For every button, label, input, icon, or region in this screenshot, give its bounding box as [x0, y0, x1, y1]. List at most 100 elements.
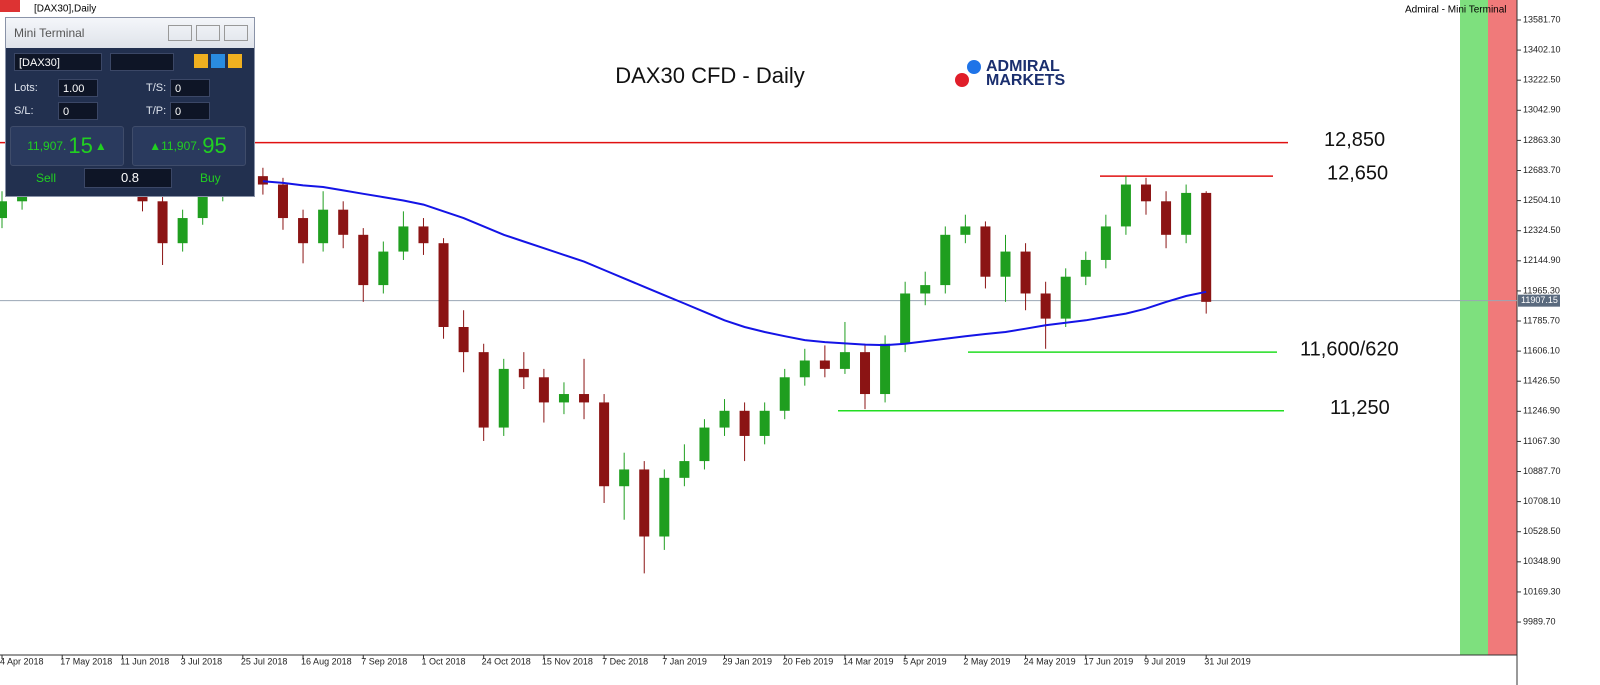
x-tick-label: 25 Jul 2018 [241, 656, 288, 666]
x-tick-label: 15 Nov 2018 [542, 656, 593, 666]
y-tick-label: 10708.10 [1523, 496, 1561, 506]
candle-body [277, 184, 288, 219]
tool-button[interactable] [194, 54, 208, 68]
candle-body [538, 377, 549, 403]
candle-body [739, 410, 750, 436]
close-button[interactable] [224, 25, 248, 41]
candle-body [699, 427, 710, 462]
up-arrow: ▲ [149, 139, 162, 153]
restore-button[interactable] [196, 25, 220, 41]
logo-text: MARKETS [986, 72, 1065, 89]
x-tick-label: 16 Aug 2018 [301, 656, 352, 666]
tp-input[interactable]: 0 [170, 102, 210, 120]
candle-body [378, 251, 389, 286]
x-tick-label: 17 Jun 2019 [1084, 656, 1134, 666]
level-label: 12,650 [1327, 162, 1388, 184]
x-tick-label: 3 Jul 2018 [181, 656, 223, 666]
candle-body [759, 410, 770, 436]
current-price-box [1518, 294, 1560, 307]
tp-label: T/P: [146, 105, 167, 117]
logo-dot-blue [967, 60, 981, 74]
y-tick-label: 13402.10 [1523, 44, 1561, 54]
terminal-titlebar: Mini Terminal [6, 18, 254, 48]
candle-body [197, 192, 208, 219]
mini-terminal: Mini Terminal [DAX30] Lots: 1.00 T/S: 0 … [5, 17, 255, 197]
candle-body [1181, 192, 1192, 235]
candle-body [839, 352, 850, 369]
x-tick-label: 31 Jul 2019 [1204, 656, 1251, 666]
y-tick-label: 13222.50 [1523, 75, 1561, 85]
x-tick-label: 5 Apr 2019 [903, 656, 947, 666]
ts-input[interactable]: 0 [170, 79, 210, 97]
y-tick-label: 13581.70 [1523, 14, 1561, 24]
terminal-title: Mini Terminal [14, 26, 85, 40]
lots-input[interactable]: 1.00 [58, 79, 98, 97]
chart-title: DAX30 CFD - Daily [615, 63, 804, 88]
candle-body [960, 226, 971, 235]
up-arrow: ▲ [94, 139, 107, 153]
y-tick-label: 11965.30 [1523, 285, 1560, 295]
tool-button[interactable] [211, 54, 225, 68]
buy-button[interactable]: Buy [200, 171, 221, 185]
window-buttons [168, 25, 254, 41]
minimize-button[interactable] [168, 25, 192, 41]
logo-text: ADMIRAL [986, 58, 1060, 75]
candle-body [920, 285, 931, 294]
symbol-input[interactable] [110, 53, 174, 71]
sell-button[interactable]: Sell [36, 171, 57, 185]
y-tick-label: 11246.90 [1523, 406, 1560, 416]
y-tick-label: 12144.90 [1523, 255, 1561, 265]
candle-body [1140, 184, 1151, 202]
candle-body [157, 201, 168, 244]
candle-body [880, 343, 891, 395]
x-tick-label: 11 Jun 2018 [120, 656, 169, 666]
x-tick-label: 2 May 2019 [963, 656, 1010, 666]
candle-body [639, 469, 650, 537]
candle-body [819, 360, 830, 369]
candle-body [177, 218, 188, 244]
x-tick-label: 1 Oct 2018 [421, 656, 465, 666]
y-tick-label: 11426.50 [1523, 376, 1560, 386]
candle-body [619, 469, 630, 487]
candle-body [298, 218, 309, 244]
logo-dot-red [955, 73, 969, 87]
candle-body [1120, 184, 1131, 227]
candle-body [1060, 276, 1071, 319]
x-tick-label: 4 Apr 2018 [0, 656, 44, 666]
candle-body [1020, 251, 1031, 294]
candle-body [940, 234, 951, 286]
y-tick-label: 11606.10 [1523, 345, 1560, 355]
symbol-select[interactable]: [DAX30] [14, 53, 102, 71]
candle-body [518, 368, 529, 378]
y-tick-label: 12683.70 [1523, 165, 1561, 175]
y-tick-label: 12504.10 [1523, 195, 1561, 205]
candle-body [1201, 192, 1212, 302]
candle-body [458, 326, 469, 353]
tool-button[interactable] [228, 54, 242, 68]
candle-body [1000, 251, 1011, 277]
corner-label: Admiral - Mini Terminal [1405, 5, 1507, 16]
buy-price[interactable]: ▲ 11,907. 95 [132, 126, 246, 166]
x-tick-label: 7 Dec 2018 [602, 656, 648, 666]
y-tick-label: 12324.50 [1523, 225, 1561, 235]
y-tick-label: 11785.70 [1523, 315, 1560, 325]
candle-body [318, 209, 329, 244]
green-panel [1460, 0, 1488, 655]
current-price-label: 11907.15 [1521, 295, 1558, 305]
candle-body [478, 352, 489, 428]
candle-body [0, 201, 7, 219]
candle-body [498, 368, 509, 428]
price-small: 11,907. [27, 139, 67, 153]
window-title: [DAX30],Daily [34, 4, 96, 15]
level-label: 12,850 [1324, 129, 1385, 151]
sl-input[interactable]: 0 [58, 102, 98, 120]
sell-price[interactable]: 11,907. 15 ▲ [10, 126, 124, 166]
candle-body [799, 360, 810, 378]
y-tick-label: 9989.70 [1523, 616, 1556, 626]
spread: 0.8 [84, 168, 172, 188]
candle-body [1161, 201, 1172, 235]
level-label: 11,600/620 [1300, 338, 1399, 360]
candle-body [980, 226, 991, 277]
y-tick-label: 10528.50 [1523, 526, 1561, 536]
